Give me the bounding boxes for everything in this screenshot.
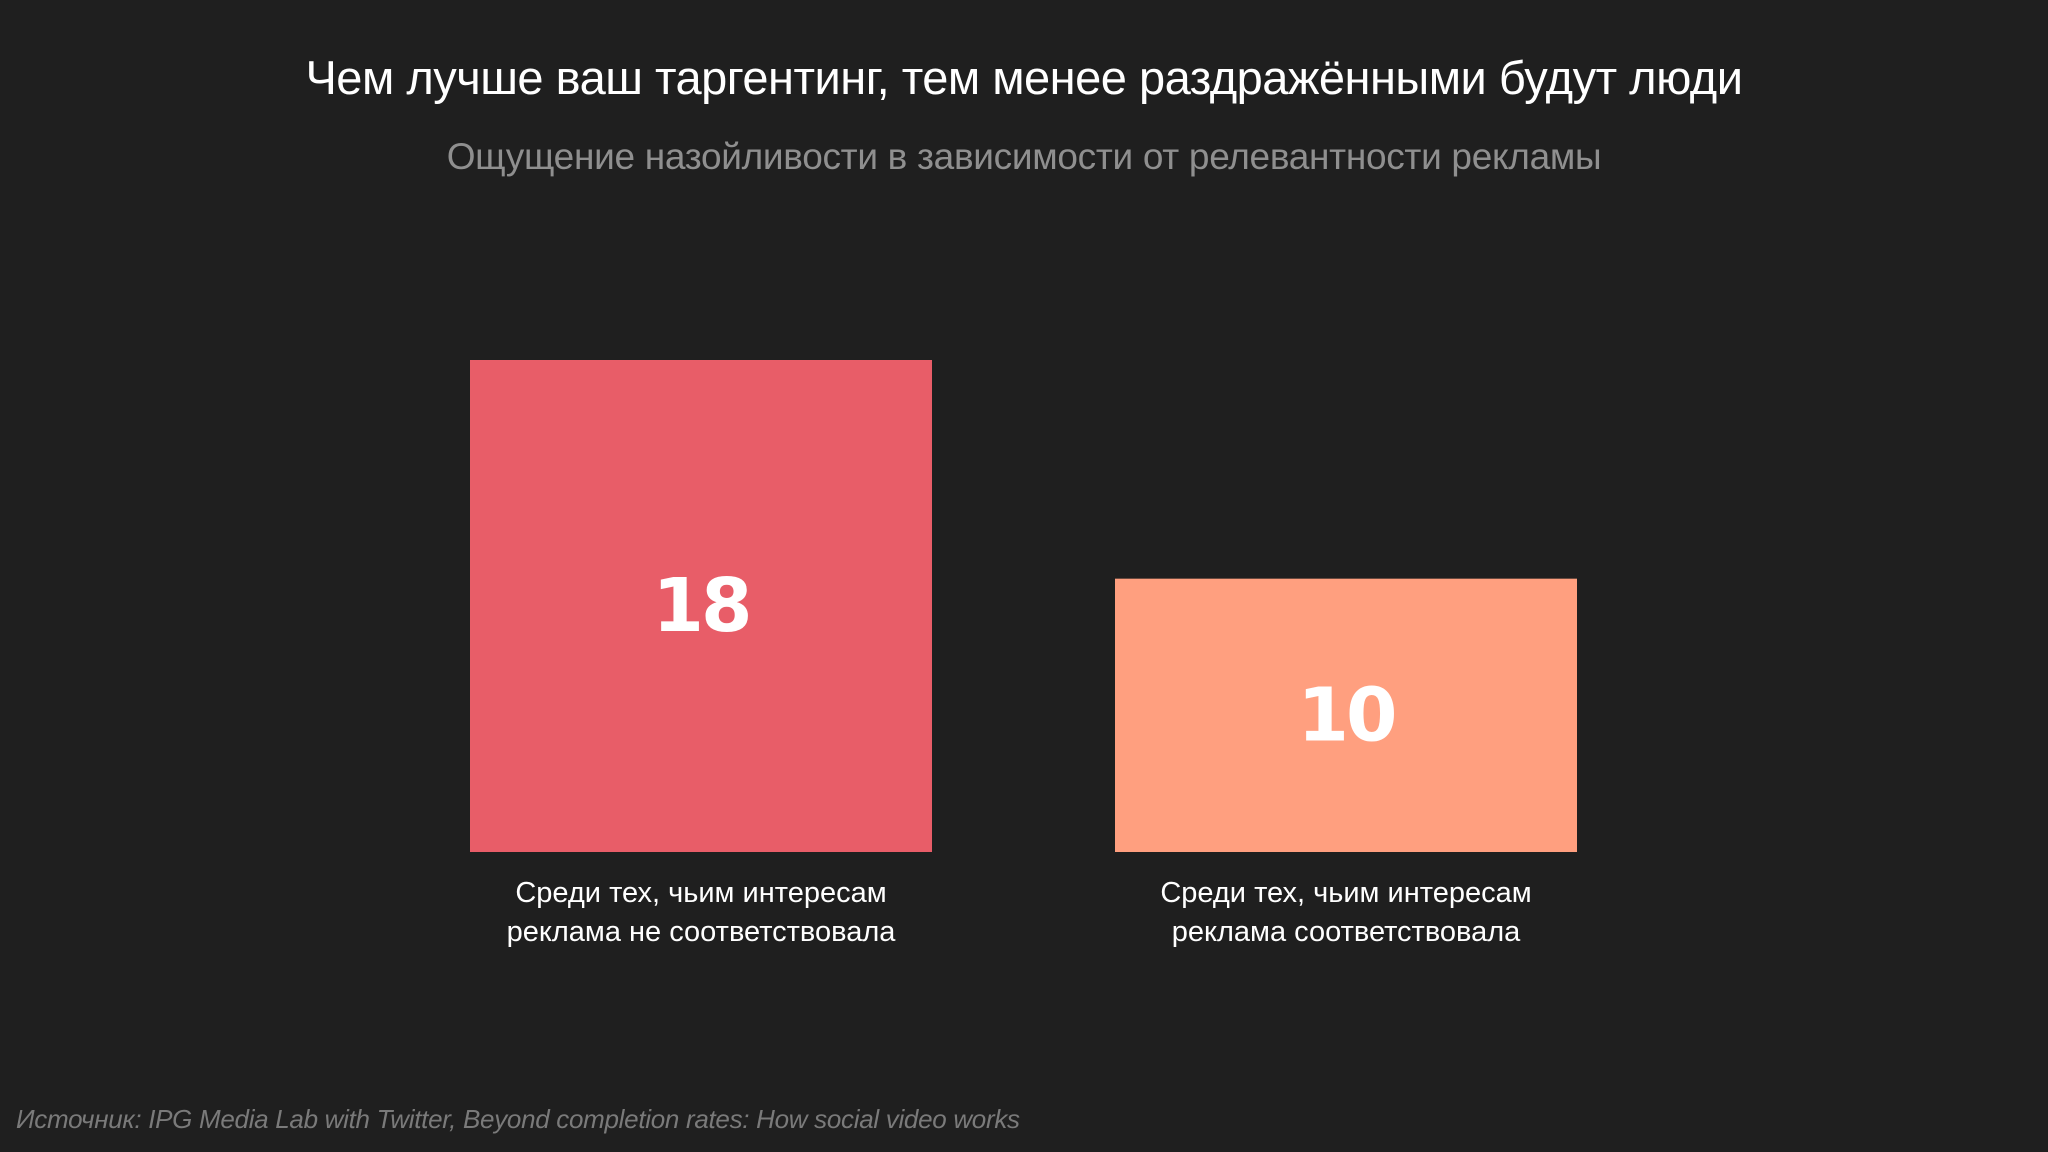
bar-2: [1115, 578, 1577, 852]
bar-1: [470, 360, 932, 852]
category-label-1-line-1: Среди тех, чьим интересам: [515, 877, 886, 909]
chart-subtitle: Ощущение назойливости в зависимости от р…: [446, 136, 1602, 177]
bar-value-label-1: 18: [653, 563, 750, 649]
category-label-2-line-1: Среди тех, чьим интересам: [1160, 877, 1531, 909]
chart-title: Чем лучше ваш таргентинг, тем менее разд…: [305, 51, 1743, 104]
source-note: Источник: IPG Media Lab with Twitter, Be…: [16, 1104, 1020, 1134]
category-label-2-line-2: реклама соответствовала: [1172, 916, 1521, 948]
bar-value-label-2: 10: [1298, 672, 1395, 758]
category-label-1-line-2: реклама не соответствовала: [507, 916, 897, 948]
